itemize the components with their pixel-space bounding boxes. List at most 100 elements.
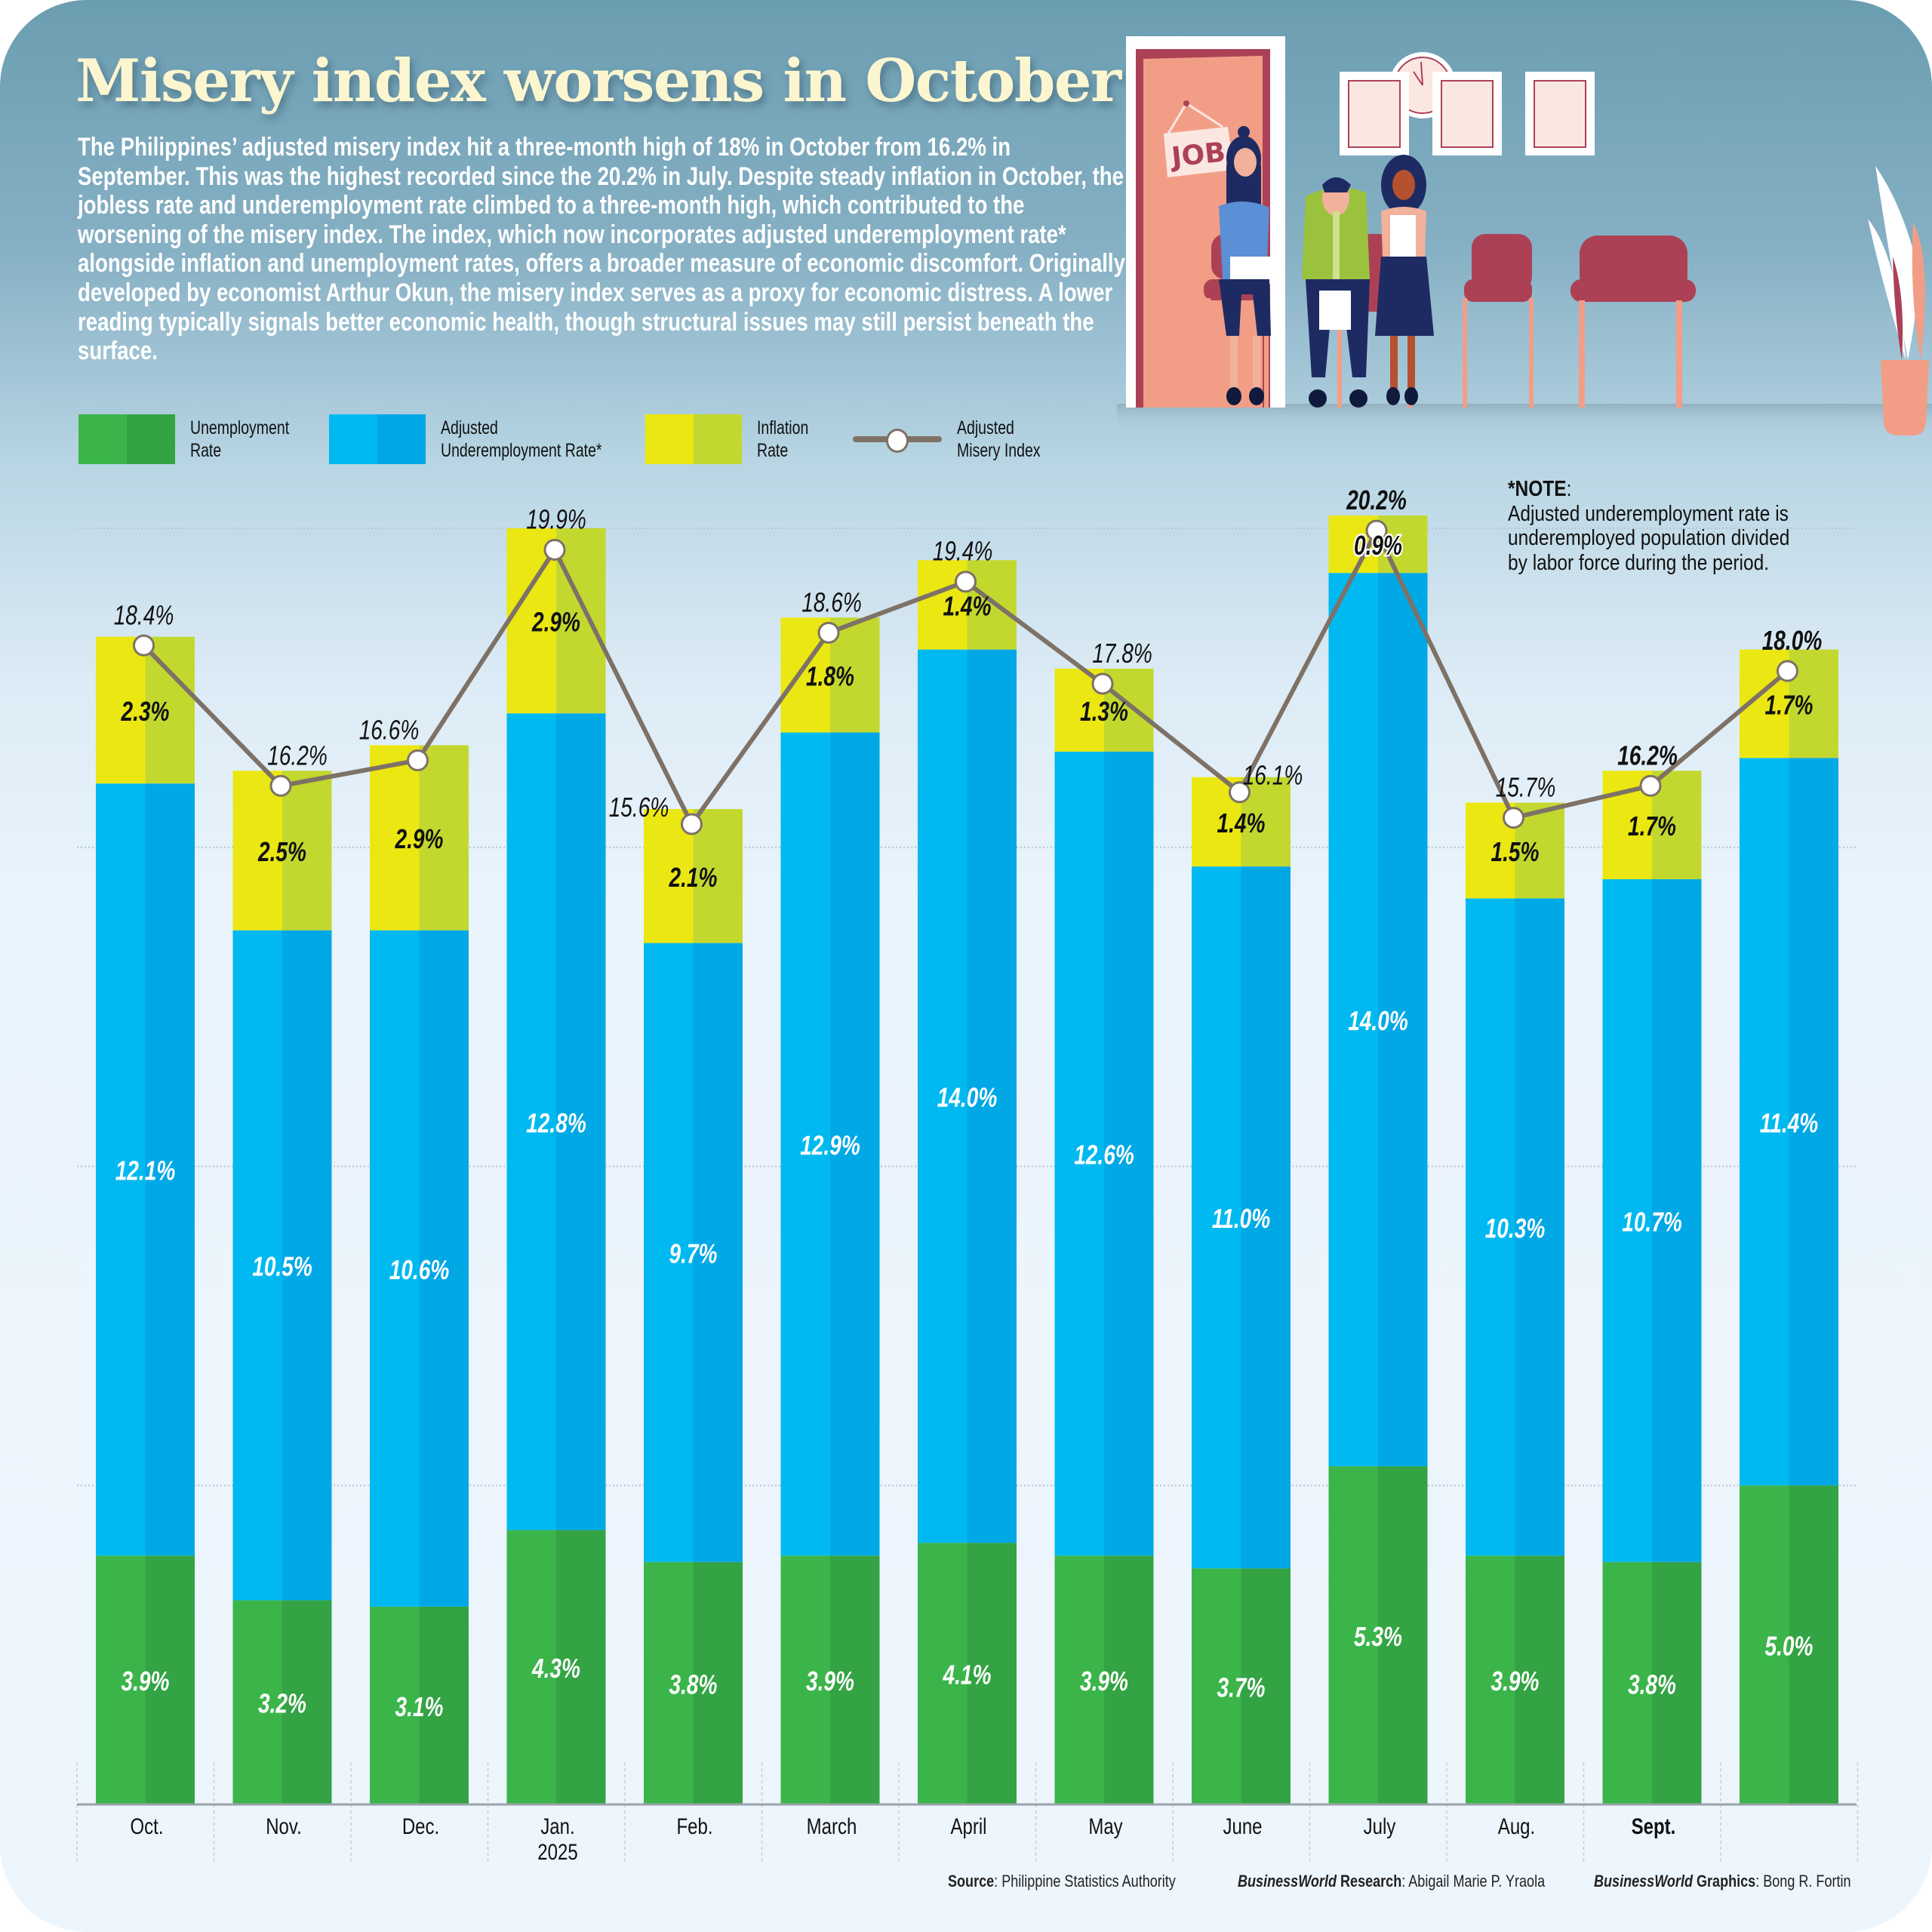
x-tick-label: 2025 xyxy=(537,1838,577,1864)
x-tick-label: May xyxy=(1088,1813,1123,1838)
segment-value-label: 2.1% xyxy=(669,862,718,892)
note-box: *NOTE: Adjusted underemployment rate is … xyxy=(1508,477,1789,575)
segment-value-label: 3.8% xyxy=(669,1669,718,1700)
bar-segment-right xyxy=(419,930,469,1607)
legend-swatch-misery-index xyxy=(853,414,942,464)
bar-segment-left xyxy=(1466,1555,1515,1804)
bar-segment-right xyxy=(1241,1568,1291,1804)
segment-value-label: 2.5% xyxy=(257,837,306,867)
misery-index-label: 16.6% xyxy=(359,715,420,745)
legend-underemployment: Adjusted Underemployment Rate* xyxy=(329,414,648,465)
bar-segment-underemployment xyxy=(1466,898,1564,1556)
segment-value-label: 10.6% xyxy=(389,1254,450,1284)
segment-value-label: 10.7% xyxy=(1622,1207,1682,1237)
bar-segment-right xyxy=(419,745,469,931)
segment-value-label: 3.9% xyxy=(1491,1666,1540,1697)
segment-value-label: 2.9% xyxy=(395,824,444,854)
bar-segment-unemployment xyxy=(1602,1561,1702,1804)
misery-index-point xyxy=(1229,781,1251,804)
bar-segment-right xyxy=(1652,1561,1702,1804)
segment-value-label: 12.9% xyxy=(800,1131,860,1161)
x-tick-label: Feb. xyxy=(676,1813,712,1838)
footer-graphics-text: : Bong R. Fortin xyxy=(1755,1872,1851,1890)
bar-segment-left xyxy=(644,1561,694,1804)
footer-research-brand: BusinessWorld xyxy=(1238,1872,1337,1890)
bar-segment-left xyxy=(1192,866,1241,1569)
bar-segment-left xyxy=(1054,1555,1105,1804)
waiting-room-illustration: JOB xyxy=(1117,36,1932,435)
segment-value-label: 1.7% xyxy=(1628,811,1676,841)
bar-segment-inflation xyxy=(506,528,606,714)
segment-value-label: 14.0% xyxy=(937,1082,998,1112)
bar-segment-left xyxy=(1054,751,1105,1556)
bar-segment-left xyxy=(506,1530,557,1804)
bar-segment-left xyxy=(918,649,968,1543)
segment-value-label: 2.3% xyxy=(121,697,170,727)
bar-segment-right xyxy=(967,649,1017,1543)
footer-graphics-brand: BusinessWorld xyxy=(1594,1872,1693,1890)
bar-segment-right xyxy=(145,783,195,1556)
x-tick-label: March xyxy=(807,1813,857,1838)
footer-research-label: Research xyxy=(1336,1872,1402,1890)
x-tick-label: June xyxy=(1223,1813,1262,1838)
bar-segment-unemployment xyxy=(780,1555,880,1804)
legend-swatch-underemployment xyxy=(329,414,426,464)
bar-segment-right xyxy=(830,1555,880,1804)
bar-segment-left xyxy=(232,930,283,1601)
bar-segment-unemployment xyxy=(96,1555,195,1804)
misery-index-point xyxy=(543,538,566,561)
x-tick-label: July xyxy=(1364,1813,1396,1838)
segment-value-label: 9.7% xyxy=(669,1238,718,1269)
bar-segment-unemployment xyxy=(918,1543,1017,1804)
bar-segment-unemployment xyxy=(644,1561,743,1804)
bar-segment-underemployment xyxy=(1740,758,1838,1486)
bar-segment-left xyxy=(918,1543,968,1804)
x-tick-label: Aug. xyxy=(1498,1813,1535,1838)
footer-source: Source: Philippine Statistics Authority xyxy=(948,1872,1176,1891)
bar-segment-left xyxy=(780,732,831,1556)
misery-index-point xyxy=(1365,519,1388,542)
bar-segment-left xyxy=(1192,1568,1241,1804)
misery-index-label: 19.9% xyxy=(526,504,586,534)
segment-value-label: 3.9% xyxy=(806,1666,854,1697)
segment-value-label: 1.8% xyxy=(806,661,854,691)
segment-value-label: 1.7% xyxy=(1765,690,1814,720)
segment-value-label: 0.9% xyxy=(1354,531,1402,561)
bar-segment-unemployment xyxy=(370,1606,469,1804)
legend-misery-index: Adjusted Misery Index xyxy=(853,414,1064,465)
segment-value-label: 14.0% xyxy=(1348,1006,1408,1036)
bar-segment-underemployment xyxy=(780,732,880,1556)
bar-segment-right xyxy=(1104,751,1154,1556)
bar-segment-right xyxy=(1789,758,1838,1486)
misery-index-point xyxy=(955,571,977,593)
footer-source-text: : Philippine Statistics Authority xyxy=(994,1872,1176,1890)
misery-index-point xyxy=(269,774,292,797)
note-colon: : xyxy=(1566,477,1572,501)
segment-value-label: 3.8% xyxy=(1628,1669,1676,1700)
misery-index-label: 20.2% xyxy=(1346,485,1406,515)
bar-segment-right xyxy=(1104,1555,1154,1804)
footer-research-text: : Abigail Marie P. Yraola xyxy=(1401,1872,1546,1890)
misery-index-label: 15.7% xyxy=(1496,772,1556,802)
note-line: Adjusted underemployment rate is xyxy=(1508,501,1789,526)
bar-segment-left xyxy=(1602,1561,1653,1804)
segment-value-label: 3.9% xyxy=(122,1666,170,1697)
segment-value-label: 10.3% xyxy=(1485,1213,1546,1243)
job-sign xyxy=(1164,127,1234,177)
job-sign-text: JOB xyxy=(1168,137,1226,174)
bar-segment-right xyxy=(1378,515,1428,574)
segment-value-label: 11.4% xyxy=(1760,1108,1818,1138)
misery-index-label: 15.6% xyxy=(609,792,669,823)
legend-label-underemployment: Adjusted Underemployment Rate* xyxy=(441,417,602,461)
bar-segment-left xyxy=(96,783,146,1556)
misery-index-point xyxy=(133,634,155,657)
segment-value-label: 1.4% xyxy=(1217,808,1266,838)
bar-segment-left xyxy=(370,930,420,1607)
segment-value-label: 3.7% xyxy=(1217,1672,1266,1703)
segment-value-label: 10.5% xyxy=(252,1251,312,1281)
footer-graphics: BusinessWorld Graphics: Bong R. Fortin xyxy=(1594,1872,1851,1891)
bar-segment-right xyxy=(693,809,743,943)
bar-segment-underemployment xyxy=(232,930,332,1601)
